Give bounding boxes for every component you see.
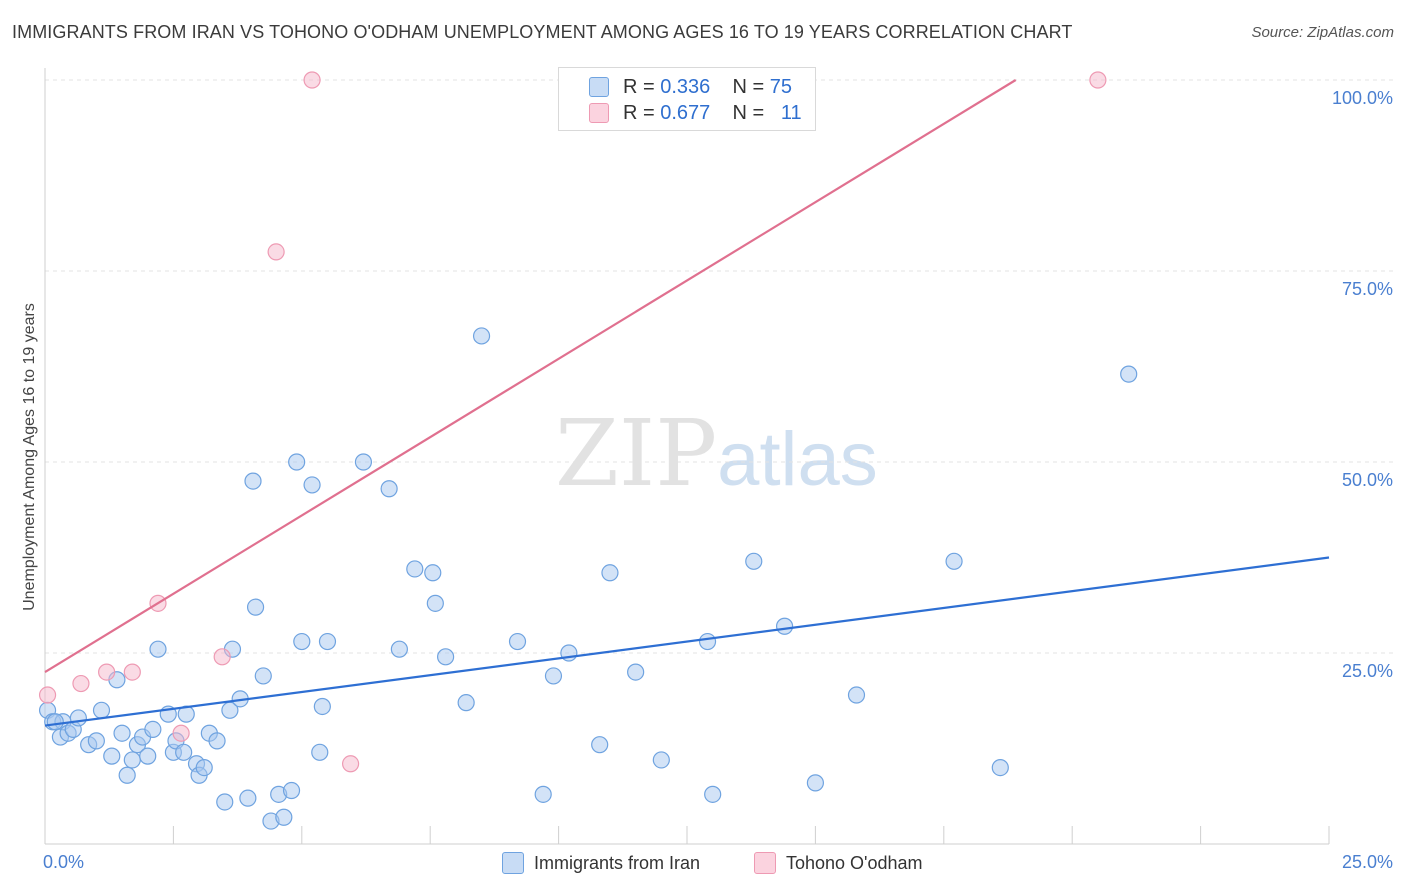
legend-n-label: N = [732,101,765,124]
iran-point [627,663,645,681]
iran-point [195,758,213,777]
iran-point [244,472,262,490]
x-tick-label: 25.0% [1342,852,1393,872]
tohono-point [123,663,141,681]
y-tick-label: 75.0% [1342,279,1393,299]
iran-point [991,758,1009,777]
iran-point [1120,365,1138,383]
iran-point [390,640,408,658]
iran-point [246,598,265,616]
tohono-point [267,243,285,261]
chart-title: IMMIGRANTS FROM IRAN VS TOHONO O'ODHAM U… [12,22,1073,42]
iran-point [591,736,609,754]
watermark-zip: ZIP [555,400,718,507]
iran-point [945,552,963,570]
legend-r-label: R = [623,75,655,98]
tohono-point [213,648,231,666]
iran-point [103,747,121,765]
iran-point [698,632,717,651]
iran-point [311,743,329,761]
iran-point [775,617,794,635]
tohono-point [172,724,190,742]
source-label: Source: ZipAtlas.com [1251,24,1394,41]
legend-n-value: 11 [780,101,802,124]
iran-point [123,751,141,769]
tohono-point [341,755,360,773]
iran-point [239,789,257,807]
tohono-point [98,663,116,681]
iran-point [303,476,321,494]
bottom-legend-label-iran: Immigrants from Iran [534,852,701,873]
y-tick-label: 50.0% [1342,470,1393,490]
iran-point [437,648,455,666]
legend-swatch-iran [589,77,609,97]
tohono-point [303,71,321,89]
iran-point [534,785,552,803]
x-tick-label: 0.0% [43,852,84,872]
iran-point [69,709,87,727]
watermark-atlas: atlas [717,417,878,502]
legend-r-label: R = [623,101,655,124]
iran-point [745,552,763,570]
iran-point [652,751,670,769]
bottom-legend-iran: Immigrants from Iran [502,852,700,874]
iran-point [87,732,105,750]
iran-point [318,632,337,651]
bottom-legend-label-tohono: Tohono O'odham [786,852,923,873]
iran-point [704,785,722,803]
iran-point [92,701,111,719]
iran-point [457,694,475,712]
iran-point [254,667,272,685]
legend-r-value: 0.336 [660,75,711,98]
legend-row-tohono: R = 0.677 N = 11 [559,100,802,126]
iran-point [208,732,226,750]
iran-point [806,774,825,792]
tohono-point [72,674,90,693]
iran-point [118,766,136,784]
iran-point [847,686,866,704]
iran-point [175,743,193,761]
y-tick-label: 25.0% [1342,661,1393,681]
iran-point [354,453,373,471]
iran-point [380,480,398,498]
iran-point [313,697,331,716]
iran-point [406,560,424,578]
tohono-point [1089,71,1107,89]
legend-r-value: 0.677 [660,101,711,124]
y-tick-label: 100.0% [1332,88,1393,108]
iran-point [288,453,306,471]
iran-trend-line [44,556,1330,727]
tohono-trend-line [44,79,1017,674]
iran-point [508,632,527,651]
iran-point [139,747,157,765]
tohono-point [38,686,57,704]
iran-point [424,564,442,582]
iran-point [113,724,131,742]
iran-point [216,793,234,811]
iran-point [282,781,301,800]
iran-point [144,720,162,739]
bottom-legend-swatch-tohono [754,852,776,874]
iran-point [426,594,444,612]
iran-point [601,564,619,582]
iran-point [472,327,491,345]
legend-swatch-tohono [589,103,609,123]
iran-point [46,713,64,731]
iran-point [149,640,167,658]
legend-n-value: 75 [769,75,793,98]
bottom-legend-swatch-iran [502,852,524,874]
iran-point [275,808,293,826]
stats-legend: R = 0.336 N = 75 R = 0.677 N = 11 [558,67,816,131]
watermark: ZIPatlas [555,400,878,507]
legend-row-iran: R = 0.336 N = 75 [559,74,792,100]
iran-point [544,667,563,685]
iran-point [293,632,311,651]
legend-n-label: N = [732,75,765,98]
bottom-legend-tohono: Tohono O'odham [754,852,923,874]
